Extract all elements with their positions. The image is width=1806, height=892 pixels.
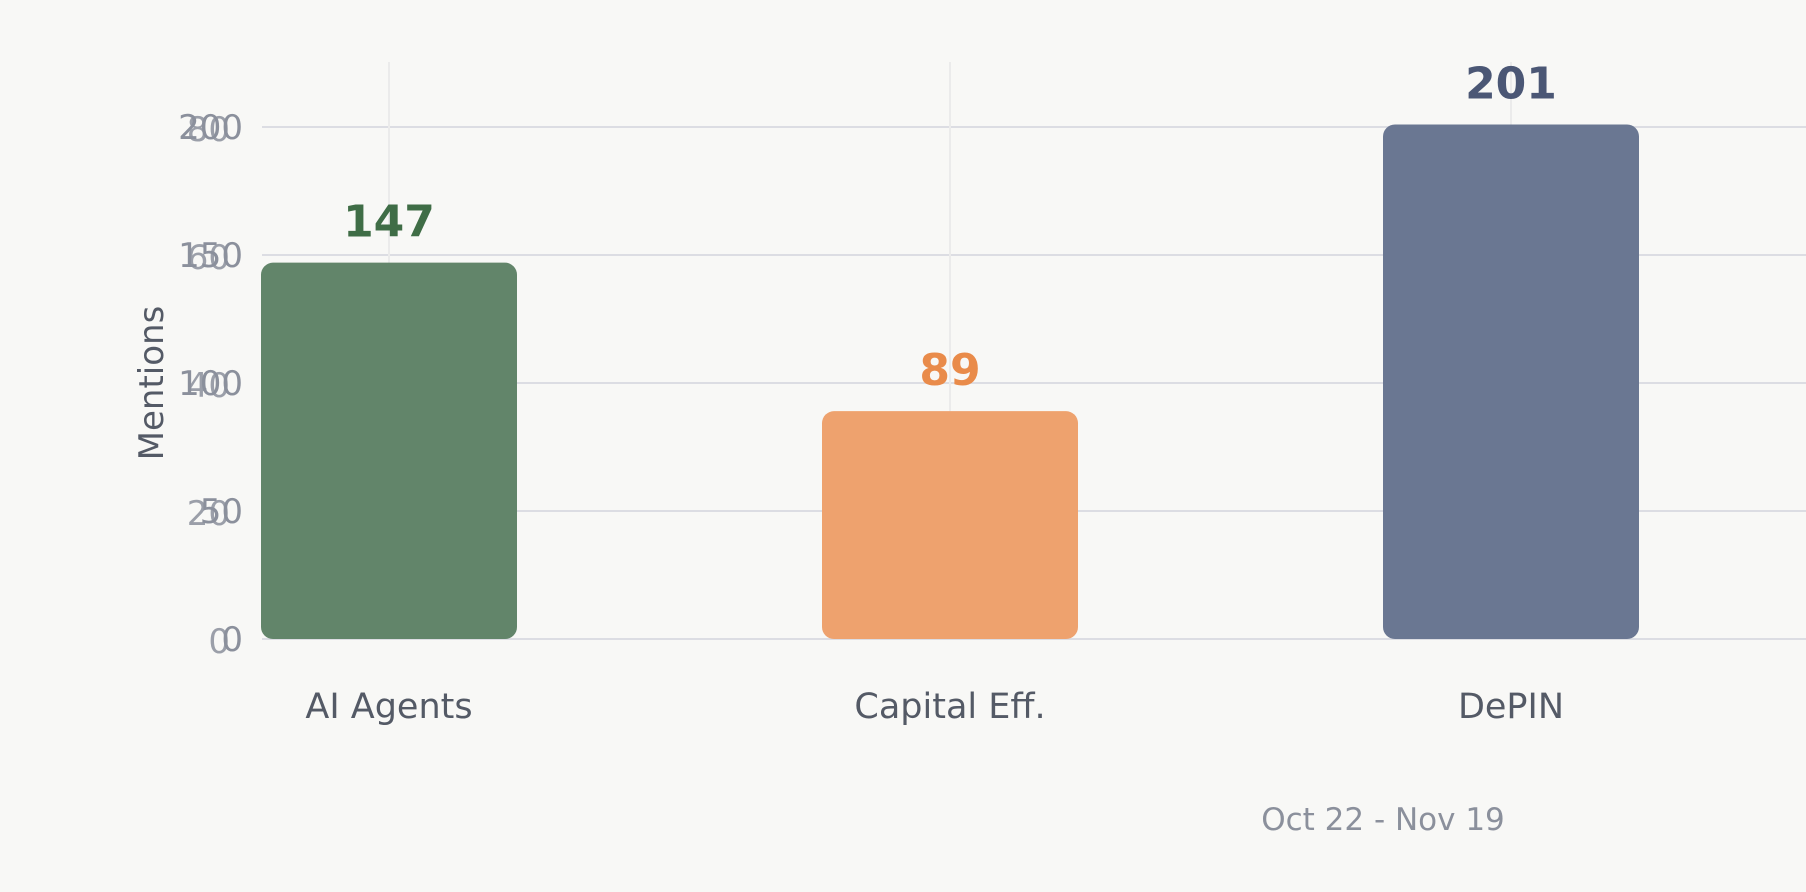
bar: [822, 411, 1078, 639]
bar: [261, 263, 517, 639]
y-tick-label-overlay: 20: [187, 494, 230, 534]
data-label: 147: [343, 197, 435, 248]
bar: [1383, 124, 1639, 639]
x-tick-label: DePIN: [1458, 687, 1564, 727]
y-tick-label-overlay: 0: [208, 622, 230, 662]
date-range-label: Oct 22 - Nov 19: [1261, 802, 1505, 838]
y-tick-label-overlay: 60: [187, 238, 230, 278]
y-tick-label-overlay: 80: [187, 110, 230, 150]
x-tick-label: AI Agents: [305, 687, 472, 727]
y-tick-label-overlay: 40: [187, 366, 230, 406]
data-label: 201: [1465, 58, 1557, 109]
y-axis-title: Mentions: [132, 306, 172, 461]
x-tick-label: Capital Eff.: [854, 687, 1045, 727]
data-label: 89: [919, 345, 980, 396]
